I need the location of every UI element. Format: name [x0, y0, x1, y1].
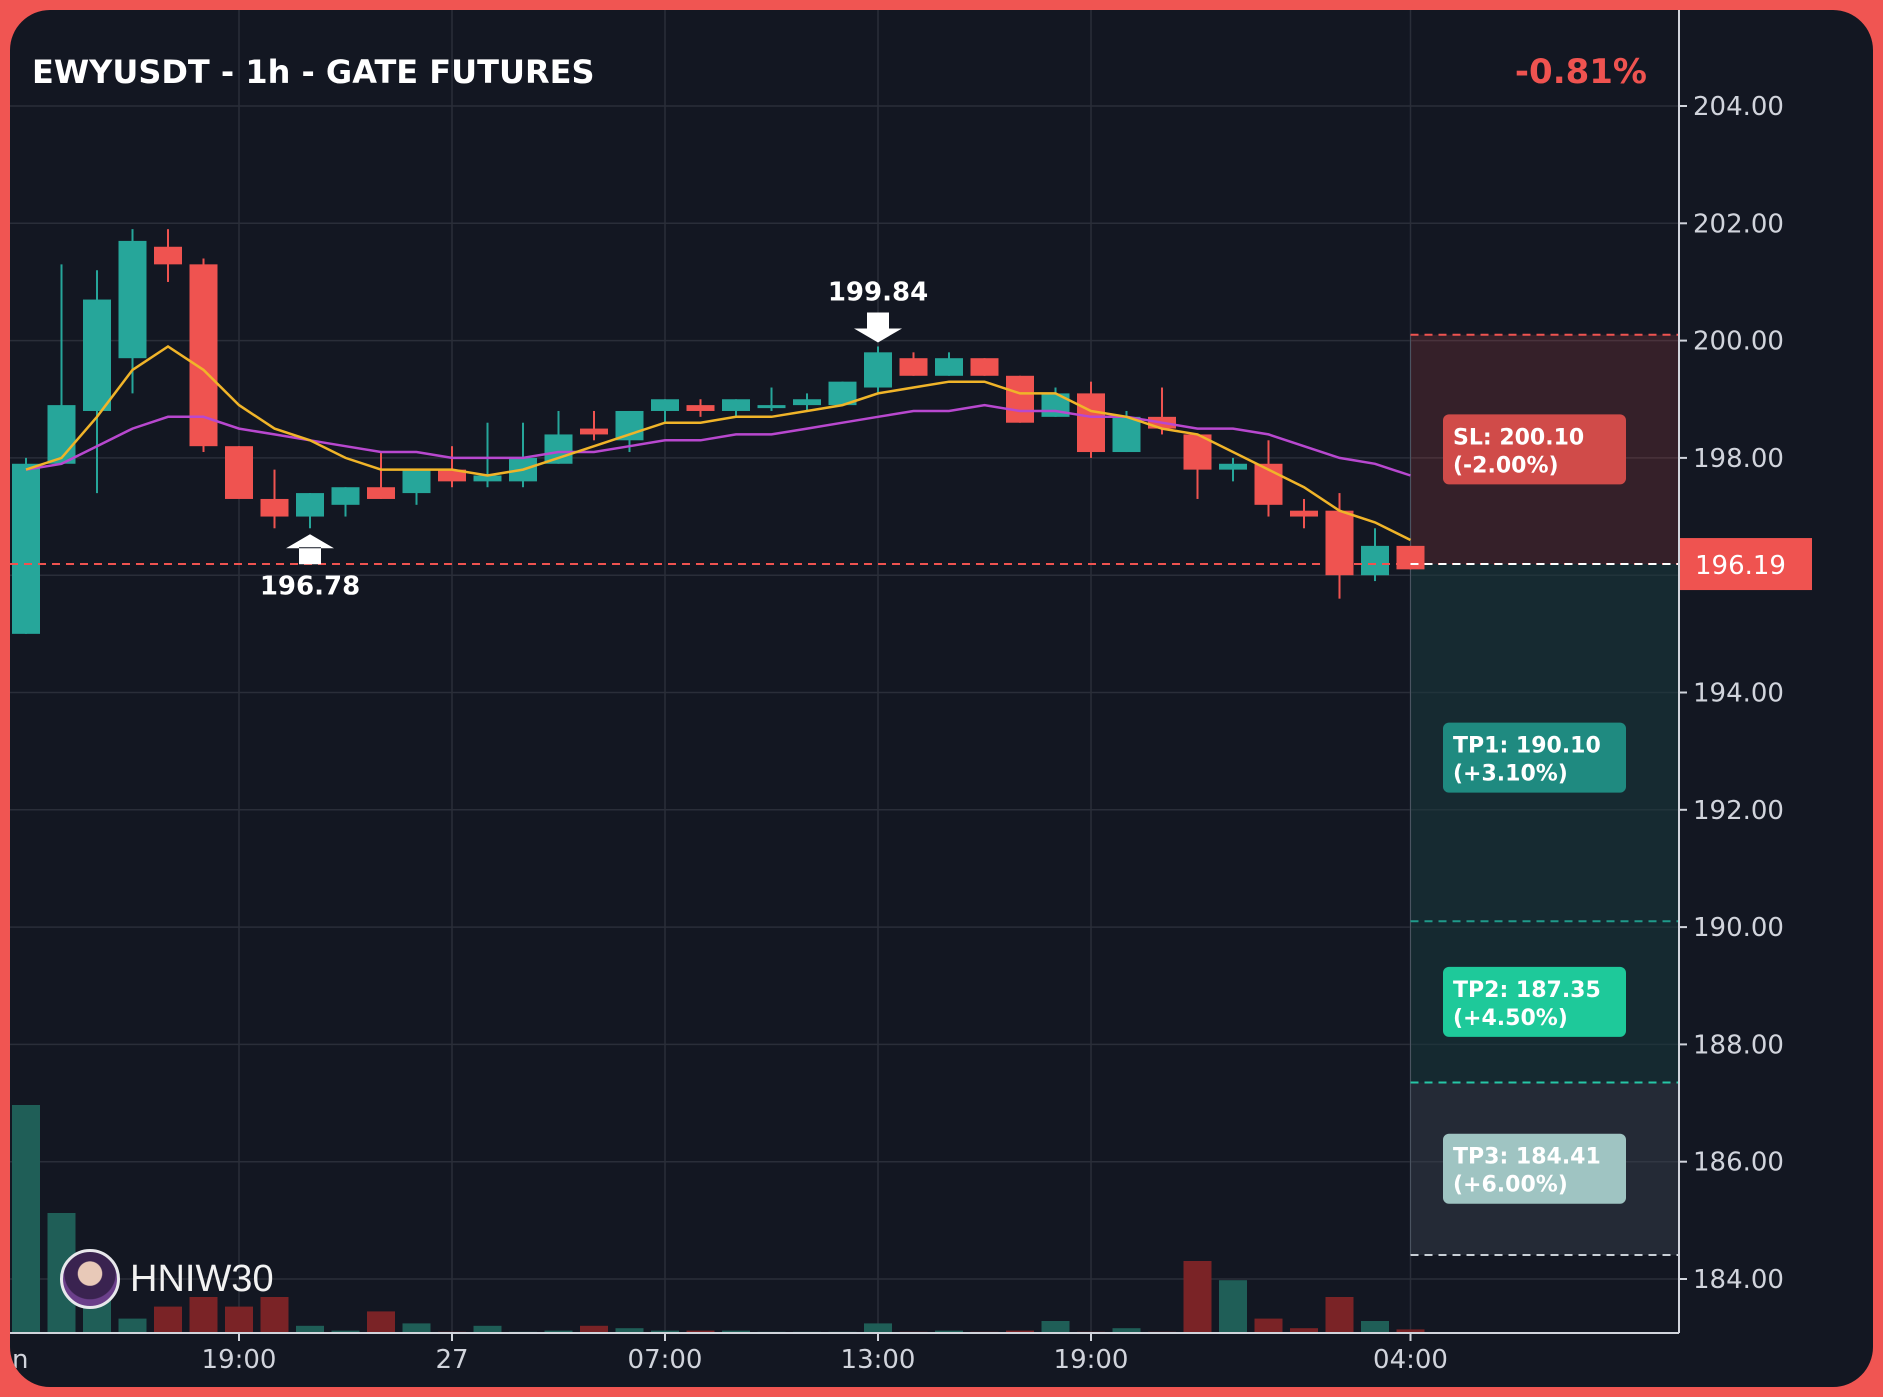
- volume-bar: [580, 1326, 608, 1333]
- y-tick-label: 198.00: [1693, 444, 1784, 474]
- candle-body: [367, 487, 395, 499]
- y-tick-label: 190.00: [1693, 913, 1784, 943]
- candle-body: [616, 411, 644, 440]
- candle-body: [1397, 546, 1425, 569]
- volume-bar: [474, 1326, 502, 1333]
- candle-body: [261, 499, 289, 517]
- avatar-icon: [60, 1249, 120, 1309]
- candle-body: [1219, 464, 1247, 470]
- candle-body: [48, 405, 76, 464]
- x-tick-label: 13:00: [841, 1345, 916, 1375]
- y-tick-label: 194.00: [1693, 679, 1784, 709]
- tp2-label-percent: (+4.50%): [1453, 1006, 1568, 1031]
- candle-body: [296, 493, 324, 516]
- y-tick-label: 184.00: [1693, 1265, 1784, 1295]
- tp1-label-percent: (+3.10%): [1453, 762, 1568, 787]
- brand-name: HNIW30: [130, 1258, 274, 1301]
- tp3-label-percent: (+6.00%): [1453, 1173, 1568, 1198]
- candle-body: [12, 464, 40, 634]
- sl-label-price: SL: 200.10: [1453, 425, 1584, 450]
- brand-watermark: HNIW30: [60, 1246, 274, 1312]
- candle-body: [793, 399, 821, 405]
- high-marker-arrow: [854, 312, 902, 342]
- x-tick-label: 27: [435, 1345, 468, 1375]
- low-marker-arrow: [286, 534, 334, 564]
- chart-frame: 199.84 196.78 SL: 200.10 (-2.00%) TP1: 190.…: [10, 10, 1873, 1387]
- y-tick-label: 192.00: [1693, 796, 1784, 826]
- volume-bar: [1184, 1261, 1212, 1333]
- candle-body: [687, 405, 715, 411]
- candle-body: [545, 434, 573, 463]
- price-chart[interactable]: 199.84 196.78 SL: 200.10 (-2.00%) TP1: 190.…: [10, 10, 1873, 1387]
- candle-body: [900, 358, 928, 376]
- low-marker-label: 196.78: [260, 571, 360, 601]
- candle-body: [758, 405, 786, 408]
- volume-bar: [12, 1105, 40, 1333]
- y-tick-label: 200.00: [1693, 327, 1784, 357]
- volume-bar: [296, 1326, 324, 1333]
- y-tick-label: 204.00: [1693, 92, 1784, 122]
- last-price-label: 196.19: [1695, 551, 1786, 581]
- candle-body: [119, 241, 147, 358]
- volume-bar: [1326, 1297, 1354, 1333]
- x-tick-label: n: [12, 1345, 28, 1375]
- candle-body: [722, 399, 750, 411]
- candle-body: [935, 358, 963, 376]
- tp3-label-price: TP3: 184.41: [1453, 1145, 1601, 1170]
- candles: [12, 229, 1425, 634]
- candle-body: [1290, 511, 1318, 517]
- x-tick-label: 19:00: [1054, 1345, 1129, 1375]
- tp2-label-price: TP2: 187.35: [1453, 978, 1601, 1003]
- volume-bar: [1042, 1321, 1070, 1333]
- volume-bar: [119, 1319, 147, 1333]
- volume-bar: [1219, 1280, 1247, 1333]
- volume-bar: [1361, 1321, 1389, 1333]
- candle-body: [864, 352, 892, 387]
- volume-bar: [403, 1323, 431, 1333]
- candle-body: [1326, 511, 1354, 576]
- y-tick-label: 188.00: [1693, 1030, 1784, 1060]
- candle-body: [332, 487, 360, 505]
- chart-title: EWYUSDT - 1h - GATE FUTURES: [32, 53, 595, 91]
- x-tick-label: 07:00: [628, 1345, 703, 1375]
- y-tick-label: 186.00: [1693, 1148, 1784, 1178]
- candle-body: [154, 247, 182, 265]
- y-tick-label: 202.00: [1693, 209, 1784, 239]
- volume-bar: [864, 1323, 892, 1333]
- candle-body: [651, 399, 679, 411]
- candle-body: [403, 470, 431, 493]
- candle-body: [225, 446, 253, 499]
- tp1-label-price: TP1: 190.10: [1453, 734, 1601, 759]
- candle-body: [1113, 417, 1141, 452]
- x-tick-label: 19:00: [202, 1345, 277, 1375]
- candle-body: [580, 429, 608, 435]
- candle-body: [1361, 546, 1389, 575]
- volume-bar: [367, 1311, 395, 1333]
- sl-label-percent: (-2.00%): [1453, 453, 1559, 478]
- candle-body: [1077, 393, 1105, 452]
- volume-bar: [1255, 1319, 1283, 1333]
- candle-body: [83, 300, 111, 411]
- candle-body: [1006, 376, 1034, 423]
- x-tick-label: 04:00: [1373, 1345, 1448, 1375]
- change-percent: -0.81%: [1515, 52, 1647, 92]
- candle-body: [971, 358, 999, 376]
- high-marker-label: 199.84: [828, 277, 928, 307]
